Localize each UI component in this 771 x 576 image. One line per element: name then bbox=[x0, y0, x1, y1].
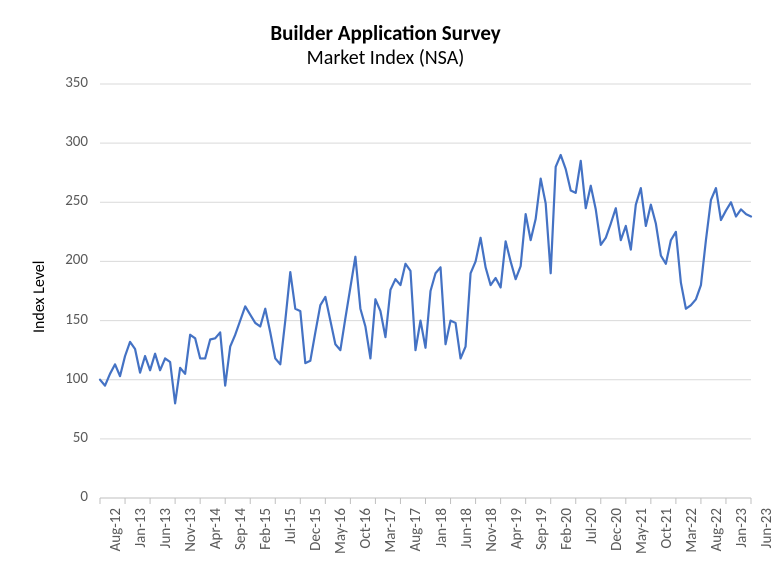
x-tick-label: Aug-12 bbox=[107, 508, 125, 576]
chart-container: Builder Application Survey Market Index … bbox=[0, 0, 771, 576]
y-tick-label: 250 bbox=[0, 192, 88, 210]
x-tick-label: Dec-20 bbox=[608, 508, 626, 576]
x-tick-label: Oct-21 bbox=[658, 508, 676, 576]
x-tick-label: Jan-23 bbox=[733, 508, 751, 576]
y-tick-label: 100 bbox=[0, 370, 88, 388]
x-tick-label: Mar-17 bbox=[382, 508, 400, 576]
y-tick-label: 200 bbox=[0, 251, 88, 269]
x-tick-label: Nov-18 bbox=[483, 508, 501, 576]
y-tick-label: 0 bbox=[0, 488, 88, 506]
x-tick-label: Jun-18 bbox=[458, 508, 476, 576]
y-tick-label: 150 bbox=[0, 311, 88, 329]
x-tick-label: Jan-18 bbox=[433, 508, 451, 576]
line-chart-svg bbox=[0, 0, 771, 576]
x-tick-label: Jul-20 bbox=[583, 508, 601, 576]
x-tick-label: Jun-23 bbox=[758, 508, 771, 576]
x-tick-label: Feb-20 bbox=[558, 508, 576, 576]
x-tick-label: Nov-13 bbox=[182, 508, 200, 576]
x-tick-label: Jan-13 bbox=[132, 508, 150, 576]
x-tick-label: Apr-19 bbox=[508, 508, 526, 576]
x-tick-label: Dec-15 bbox=[307, 508, 325, 576]
y-tick-label: 50 bbox=[0, 429, 88, 447]
x-tick-label: May-21 bbox=[633, 508, 651, 576]
y-tick-label: 300 bbox=[0, 133, 88, 151]
x-tick-label: Aug-22 bbox=[708, 508, 726, 576]
x-tick-label: Mar-22 bbox=[683, 508, 701, 576]
x-tick-label: Jun-13 bbox=[157, 508, 175, 576]
x-tick-label: Feb-15 bbox=[257, 508, 275, 576]
x-tick-label: Sep-14 bbox=[232, 508, 250, 576]
x-tick-label: Jul-15 bbox=[282, 508, 300, 576]
x-tick-label: Oct-16 bbox=[357, 508, 375, 576]
data-line bbox=[100, 155, 751, 403]
y-tick-label: 350 bbox=[0, 74, 88, 92]
x-tick-label: Aug-17 bbox=[407, 508, 425, 576]
x-tick-label: Apr-14 bbox=[207, 508, 225, 576]
x-tick-label: Sep-19 bbox=[533, 508, 551, 576]
x-tick-label: May-16 bbox=[332, 508, 350, 576]
